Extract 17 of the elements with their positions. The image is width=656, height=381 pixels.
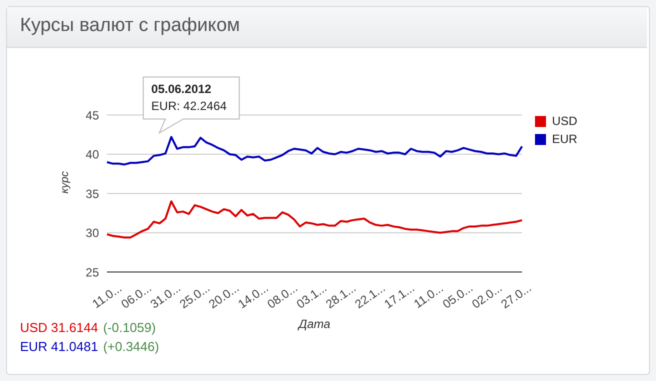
line-series xyxy=(106,136,523,166)
text: 05.06.2012 EUR: 42.2464 xyxy=(151,82,228,113)
y-tick-label: 30 xyxy=(86,226,100,240)
y-tick-label: 45 xyxy=(86,108,100,122)
line-series xyxy=(106,200,523,238)
text: USD 31.6144 xyxy=(20,320,98,335)
text: (+0.3446) xyxy=(103,339,160,354)
legend-label: USD xyxy=(551,113,578,130)
chart-title: Курсы валют с графиком xyxy=(20,15,240,37)
legend-label: EUR xyxy=(551,131,578,148)
y-axis-title: курс xyxy=(58,170,71,194)
x-axis-title: Дата xyxy=(296,317,331,331)
text: (-0.1059) xyxy=(103,320,156,335)
y-tick-label: 35 xyxy=(86,186,100,201)
y-tick-label: 40 xyxy=(86,148,100,162)
y-tick-label: 25 xyxy=(86,265,100,280)
text: EUR 41.0481 xyxy=(20,339,98,354)
